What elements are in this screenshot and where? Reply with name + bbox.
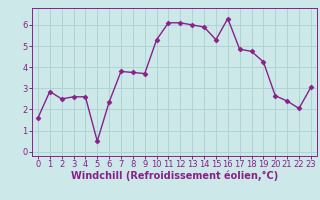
X-axis label: Windchill (Refroidissement éolien,°C): Windchill (Refroidissement éolien,°C) [71, 171, 278, 181]
